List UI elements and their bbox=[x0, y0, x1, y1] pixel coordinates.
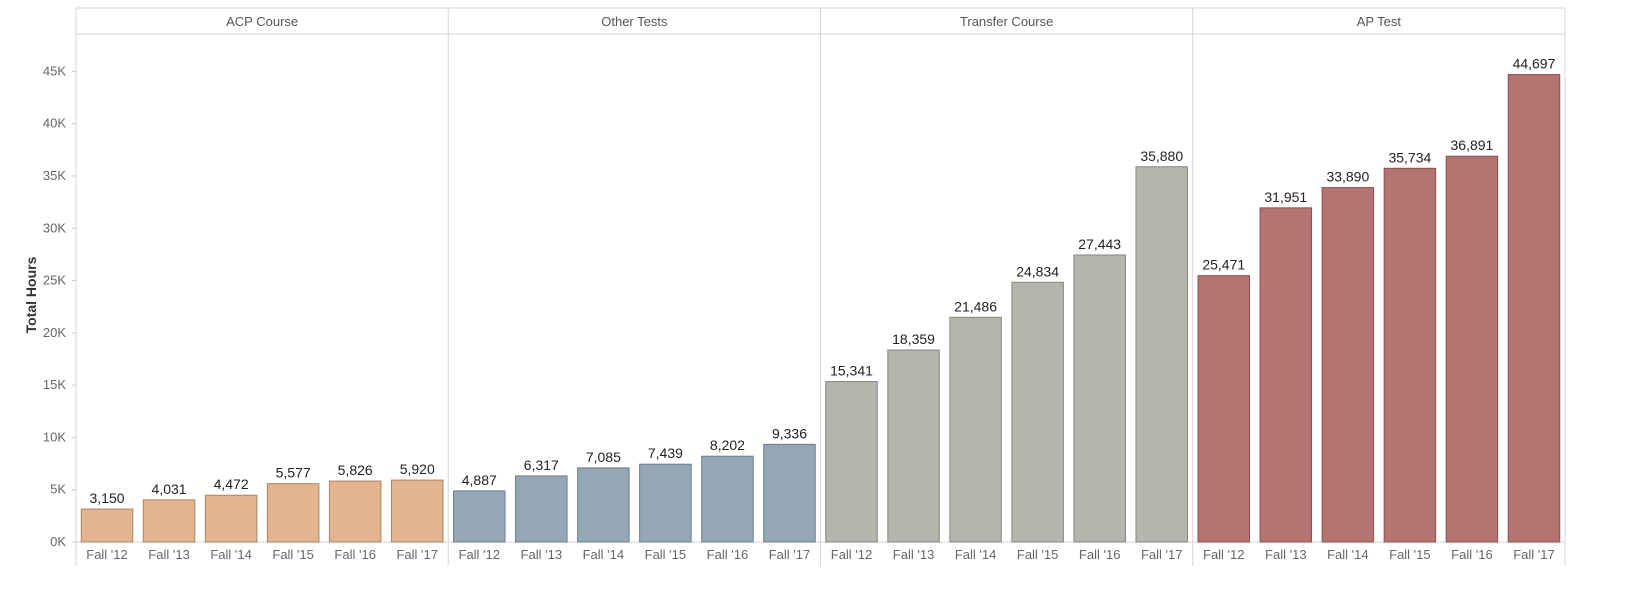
x-tick-label: Fall '16 bbox=[1079, 547, 1121, 562]
bar bbox=[1321, 187, 1375, 543]
y-tick-label: 35K bbox=[43, 168, 66, 183]
y-tick-label: 15K bbox=[43, 377, 66, 392]
x-tick-label: Fall '14 bbox=[210, 547, 252, 562]
y-tick-label: 5K bbox=[50, 482, 66, 497]
bar bbox=[1011, 281, 1064, 543]
data-label: 18,359 bbox=[892, 331, 935, 347]
data-labels: 3,150 4,031 4,472 5,577 5,826 5,920 4,887 6,317… bbox=[89, 56, 1555, 507]
bar bbox=[577, 467, 630, 543]
x-tick-label: Fall '12 bbox=[86, 547, 128, 562]
x-tick-label: Fall '12 bbox=[459, 547, 501, 562]
x-tick-label: Fall '12 bbox=[831, 547, 873, 562]
data-label: 36,891 bbox=[1451, 137, 1494, 153]
x-tick-label: Fall '13 bbox=[893, 547, 935, 562]
bar bbox=[1383, 167, 1437, 543]
data-label: 5,920 bbox=[400, 461, 435, 477]
bar bbox=[825, 381, 878, 543]
data-label: 4,887 bbox=[462, 472, 497, 488]
x-tick-label: Fall '14 bbox=[583, 547, 625, 562]
bar bbox=[204, 494, 258, 543]
bar bbox=[1197, 275, 1251, 543]
bar bbox=[453, 490, 506, 543]
bar bbox=[328, 480, 382, 543]
data-label: 25,471 bbox=[1202, 257, 1245, 273]
bar bbox=[390, 479, 444, 543]
bar bbox=[266, 483, 320, 543]
data-label: 7,085 bbox=[586, 449, 621, 465]
data-label: 4,031 bbox=[152, 481, 187, 497]
x-tick-label: Fall '13 bbox=[521, 547, 563, 562]
data-label: 7,439 bbox=[648, 445, 683, 461]
y-tick-label: 20K bbox=[43, 325, 66, 340]
data-label: 9,336 bbox=[772, 425, 807, 441]
y-axis: 0K 5K 10K 15K 20K 25K 30K 35K 40K 45K bbox=[43, 63, 76, 549]
x-tick-label: Fall '17 bbox=[396, 547, 438, 562]
data-label: 27,443 bbox=[1078, 236, 1121, 252]
bar bbox=[1259, 207, 1313, 543]
panel-header: Other Tests bbox=[601, 14, 668, 29]
data-label: 8,202 bbox=[710, 437, 745, 453]
data-label: 15,341 bbox=[830, 363, 873, 379]
bar bbox=[80, 508, 134, 543]
panel-header: Transfer Course bbox=[960, 14, 1053, 29]
data-label: 33,890 bbox=[1326, 169, 1369, 185]
bar bbox=[142, 499, 196, 543]
data-label: 5,577 bbox=[276, 465, 311, 481]
panel-header: ACP Course bbox=[226, 14, 298, 29]
panel-headers: ACP Course Other Tests Transfer Course AP T… bbox=[226, 14, 1401, 29]
x-tick-label: Fall '15 bbox=[1017, 547, 1059, 562]
y-tick-label: 45K bbox=[43, 63, 66, 78]
panel-header: AP Test bbox=[1357, 14, 1402, 29]
data-label: 24,834 bbox=[1016, 263, 1059, 279]
x-tick-label: Fall '15 bbox=[272, 547, 314, 562]
bar bbox=[949, 316, 1002, 543]
x-tick-label: Fall '13 bbox=[148, 547, 190, 562]
bar bbox=[1507, 74, 1561, 543]
bar bbox=[1073, 254, 1126, 543]
y-tick-label: 10K bbox=[43, 429, 66, 444]
bar bbox=[1445, 155, 1499, 543]
x-tick-label: Fall '15 bbox=[645, 547, 687, 562]
bar bbox=[763, 443, 816, 543]
bar bbox=[515, 475, 568, 543]
data-label: 3,150 bbox=[89, 490, 124, 506]
x-tick-label: Fall '14 bbox=[1327, 547, 1369, 562]
data-label: 35,734 bbox=[1388, 149, 1431, 165]
bars bbox=[80, 74, 1561, 543]
data-label: 6,317 bbox=[524, 457, 559, 473]
bar bbox=[639, 463, 692, 543]
data-label: 21,486 bbox=[954, 298, 997, 314]
y-axis-title: Total Hours bbox=[23, 256, 39, 333]
data-label: 35,880 bbox=[1140, 148, 1183, 164]
x-tick-label: Fall '15 bbox=[1389, 547, 1431, 562]
x-tick-label: Fall '13 bbox=[1265, 547, 1307, 562]
x-tick-label: Fall '12 bbox=[1203, 547, 1245, 562]
data-label: 44,697 bbox=[1513, 56, 1556, 72]
y-tick-label: 0K bbox=[50, 534, 66, 549]
y-tick-label: 40K bbox=[43, 116, 66, 131]
y-tick-label: 25K bbox=[43, 273, 66, 288]
y-tick-label: 30K bbox=[43, 220, 66, 235]
x-tick-label: Fall '17 bbox=[1513, 547, 1555, 562]
x-tick-label: Fall '16 bbox=[707, 547, 749, 562]
bar bbox=[1135, 166, 1188, 543]
x-axis: Fall '12 Fall '13 Fall '14 Fall '15 Fall '16… bbox=[86, 547, 1554, 562]
x-tick-label: Fall '16 bbox=[1451, 547, 1493, 562]
x-tick-label: Fall '16 bbox=[334, 547, 376, 562]
x-tick-label: Fall '17 bbox=[1141, 547, 1183, 562]
data-label: 4,472 bbox=[214, 476, 249, 492]
x-tick-label: Fall '17 bbox=[769, 547, 811, 562]
panel-frames bbox=[75, 7, 1566, 566]
x-tick-label: Fall '14 bbox=[955, 547, 997, 562]
data-label: 31,951 bbox=[1264, 189, 1307, 205]
bar bbox=[701, 455, 754, 543]
bar bbox=[887, 349, 940, 543]
data-label: 5,826 bbox=[338, 462, 373, 478]
